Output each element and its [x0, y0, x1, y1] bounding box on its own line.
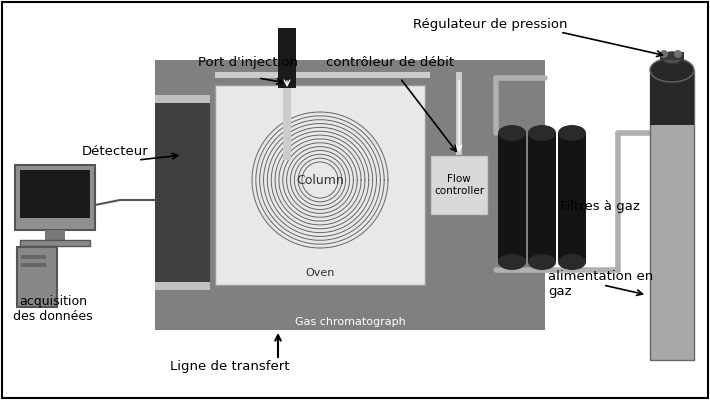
Bar	[215, 72, 430, 78]
Bar	[528, 133, 556, 262]
Text: Column: Column	[296, 174, 344, 186]
Ellipse shape	[498, 254, 526, 270]
Bar	[456, 72, 462, 155]
Bar	[45, 230, 65, 240]
Bar	[650, 70, 694, 125]
Text: acquisition
des données: acquisition des données	[13, 295, 93, 323]
Ellipse shape	[498, 125, 526, 141]
Bar	[20, 240, 90, 246]
Bar	[283, 60, 291, 160]
Text: Port d'injection: Port d'injection	[198, 56, 298, 69]
Bar	[498, 133, 526, 262]
Text: Gas chromatograph: Gas chromatograph	[295, 317, 405, 327]
Bar	[20, 170, 90, 218]
Ellipse shape	[674, 50, 682, 58]
Bar	[155, 282, 210, 290]
Bar	[558, 133, 586, 262]
Ellipse shape	[528, 125, 556, 141]
Bar	[155, 60, 545, 330]
Text: Oven: Oven	[305, 268, 334, 278]
Text: Flow
controller: Flow controller	[434, 174, 484, 196]
Text: Régulateur de pression: Régulateur de pression	[413, 18, 567, 31]
Text: Ligne de transfert: Ligne de transfert	[170, 360, 290, 373]
Bar	[278, 28, 296, 88]
Bar	[155, 95, 210, 290]
Text: Filtres à gaz: Filtres à gaz	[560, 200, 640, 213]
Ellipse shape	[558, 254, 586, 270]
Bar	[650, 70, 694, 360]
Ellipse shape	[650, 58, 694, 82]
Bar	[660, 52, 684, 60]
Bar	[21, 263, 46, 267]
Bar	[15, 165, 95, 230]
Ellipse shape	[558, 125, 586, 141]
Ellipse shape	[660, 50, 668, 58]
Bar	[21, 255, 46, 259]
Ellipse shape	[662, 52, 682, 64]
Text: contrôleur de débit: contrôleur de débit	[326, 56, 454, 69]
Bar	[155, 95, 210, 103]
Bar	[430, 155, 488, 215]
Text: alimentation en
gaz: alimentation en gaz	[548, 270, 653, 298]
Bar	[215, 85, 425, 285]
Text: Détecteur: Détecteur	[82, 145, 148, 158]
Bar	[17, 247, 57, 307]
Ellipse shape	[528, 254, 556, 270]
